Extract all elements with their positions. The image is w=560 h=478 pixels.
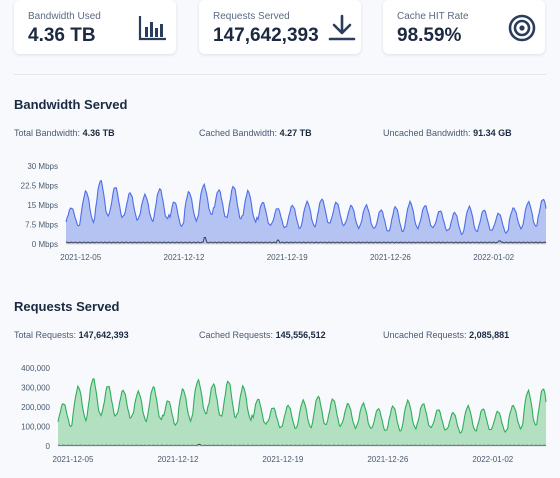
card-label: Requests Served [213,11,290,22]
x-tick-label: 2021-12-19 [262,455,303,464]
cache-hit-rate-card: Cache HIT Rate 98.59% [383,0,545,54]
download-icon [328,14,356,41]
requests-chart: 0 100,000 200,000 300,000 400,000 2021-12-05 2… [21,364,547,464]
y-tick-label: 0 [46,442,51,451]
total-series-area [66,180,546,244]
x-tick-label: 2021-12-05 [53,455,94,464]
x-tick-label: 2021-12-12 [164,253,205,262]
bar-chart-icon [138,16,166,41]
stat-value: 4.36 TB [82,128,115,138]
y-tick-label: 30 Mbps [27,162,58,171]
card-value: 98.59% [397,25,462,46]
stat-value: 145,556,512 [275,330,326,340]
total-bandwidth-stat: Total Bandwidth: 4.36 TB [14,128,115,138]
card-label: Bandwidth Used [28,11,101,22]
stat-value: 2,085,881 [469,330,510,340]
total-series-area [58,378,546,446]
x-tick-label: 2022-01-02 [472,455,513,464]
x-tick-label: 2021-12-26 [370,253,411,262]
target-icon [508,14,536,42]
stat-label: Total Requests: [14,330,77,340]
stat-label: Uncached Requests: [383,330,467,340]
requests-served-card: Requests Served 147,642,393 [199,0,361,54]
cached-requests-stat: Cached Requests: 145,556,512 [199,330,326,340]
x-tick-label: 2022-01-02 [473,253,514,262]
cached-bandwidth-stat: Cached Bandwidth: 4.27 TB [199,128,312,138]
total-series-line [57,378,547,434]
uncached-requests-stat: Uncached Requests: 2,085,881 [383,330,509,340]
card-value: 4.36 TB [28,25,96,46]
y-tick-label: 300,000 [21,384,50,393]
x-tick-label: 2021-12-12 [157,455,198,464]
bandwidth-section-title: Bandwidth Served [14,97,128,112]
stat-value: 147,642,393 [78,330,129,340]
x-tick-label: 2021-12-05 [60,253,101,262]
stat-label: Cached Bandwidth: [199,128,278,138]
bandwidth-used-card: Bandwidth Used 4.36 TB [14,0,176,54]
total-requests-stat: Total Requests: 147,642,393 [14,330,129,340]
stat-label: Uncached Bandwidth: [383,128,471,138]
card-value: 147,642,393 [213,25,319,46]
y-tick-label: 400,000 [21,364,50,373]
uncached-bandwidth-stat: Uncached Bandwidth: 91.34 GB [383,128,512,138]
bandwidth-chart: 0 Mbps 7.5 Mbps 15 Mbps 22.5 Mbps 30 Mbps 202… [21,162,547,262]
stat-value: 4.27 TB [279,128,312,138]
uncached-series-line [65,237,547,244]
requests-section-title: Requests Served [14,299,120,314]
x-tick-label: 2021-12-26 [367,455,408,464]
divider [14,74,546,75]
x-tick-label: 2021-12-19 [267,253,308,262]
card-label: Cache HIT Rate [397,11,469,22]
y-tick-label: 200,000 [21,403,50,412]
y-tick-label: 15 Mbps [27,201,58,210]
stat-value: 91.34 GB [473,128,512,138]
y-tick-label: 0 Mbps [32,240,58,249]
y-tick-label: 22.5 Mbps [21,182,58,191]
y-tick-label: 7.5 Mbps [25,221,58,230]
stat-label: Cached Requests: [199,330,274,340]
stat-label: Total Bandwidth: [14,128,81,138]
total-series-line [65,180,547,236]
y-tick-label: 100,000 [21,423,50,432]
